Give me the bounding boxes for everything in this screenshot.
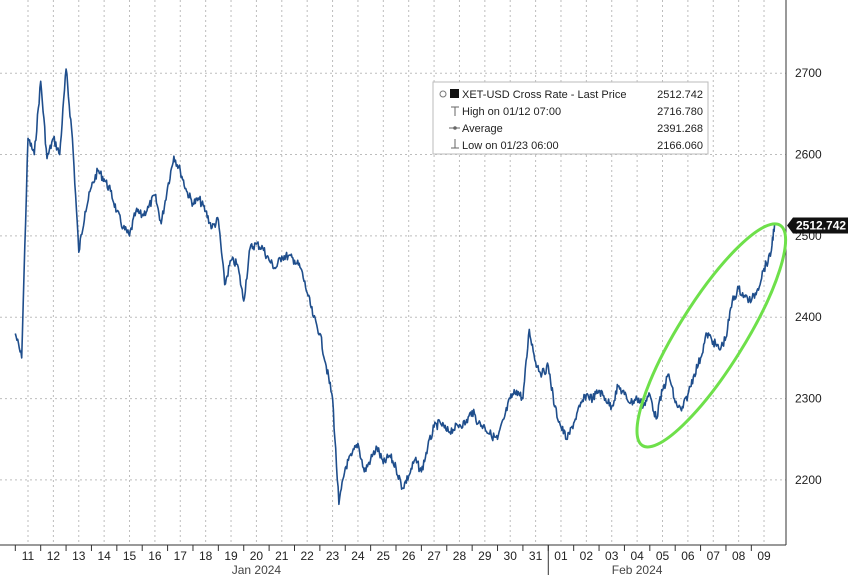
x-tick-label: 20 <box>250 549 264 563</box>
x-tick-label: 06 <box>681 549 695 563</box>
x-tick-label: 18 <box>199 549 213 563</box>
month-label: Feb 2024 <box>612 563 663 576</box>
x-tick-label: 27 <box>427 549 441 563</box>
x-tick-label: 12 <box>47 549 61 563</box>
y-tick-label: 2400 <box>795 310 822 324</box>
legend: XET-USD Cross Rate - Last Price 2512.742… <box>432 81 709 155</box>
legend-series-swatch <box>450 89 459 98</box>
x-tick-label: 29 <box>478 549 492 563</box>
y-tick-label: 2200 <box>795 473 822 487</box>
y-tick-label: 2600 <box>795 148 822 162</box>
x-tick-label: 15 <box>123 549 137 563</box>
legend-row-2-value: 2716.780 <box>657 106 703 118</box>
legend-row-4-value: 2166.060 <box>657 140 703 152</box>
x-tick-label: 23 <box>326 549 340 563</box>
x-tick-label: 09 <box>757 549 771 563</box>
x-tick-label: 05 <box>656 549 670 563</box>
x-tick-label: 13 <box>72 549 86 563</box>
month-label: Jan 2024 <box>232 563 282 576</box>
x-tick-label: 26 <box>402 549 416 563</box>
x-tick-label: 04 <box>630 549 644 563</box>
average-marker-dot <box>453 126 457 130</box>
x-tick-label: 30 <box>504 549 518 563</box>
legend-row-3-label: Average <box>462 123 503 135</box>
x-tick-label: 03 <box>605 549 619 563</box>
x-tick-label: 25 <box>377 549 391 563</box>
legend-row-2-label: High on 01/12 07:00 <box>462 106 561 118</box>
x-tick-label: 24 <box>351 549 365 563</box>
x-tick-label: 28 <box>453 549 467 563</box>
axes <box>0 0 787 575</box>
highlight-ellipse <box>635 222 788 449</box>
last-price-tag-background <box>787 217 848 234</box>
y-tick-label: 2700 <box>795 66 822 80</box>
legend-row-1-label: XET-USD Cross Rate - Last Price <box>462 89 626 101</box>
x-tick-labels: 11 12 13 14 15 16 17 18 19 20 21 22 23 24 25 26 27 28 29 30… <box>22 549 771 563</box>
x-tick-label: 16 <box>148 549 162 563</box>
legend-row-4-label: Low on 01/23 06:00 <box>462 140 559 152</box>
legend-row-3-value: 2391.268 <box>657 123 703 135</box>
x-tick-label: 14 <box>97 549 111 563</box>
last-price-tag: 2512.742 <box>787 217 848 234</box>
y-tick-label: 2300 <box>795 392 822 406</box>
x-tick-label: 21 <box>275 549 289 563</box>
x-tick-label: 22 <box>301 549 315 563</box>
legend-row-1-value: 2512.742 <box>657 89 703 101</box>
x-tick-label: 11 <box>22 549 35 563</box>
legend-box <box>432 81 709 155</box>
x-tick-label: 07 <box>707 549 721 563</box>
series-line <box>14 68 776 506</box>
month-labels: Jan 2024 Feb 2024 <box>232 563 663 576</box>
legend-marker-icon <box>439 90 447 98</box>
x-tick-label: 01 <box>554 549 568 563</box>
last-price-tag-label: 2512.742 <box>796 219 846 233</box>
x-tick-label: 02 <box>580 549 594 563</box>
x-tick-label: 19 <box>224 549 238 563</box>
x-tick-label: 17 <box>174 549 188 563</box>
x-tick-label: 08 <box>732 549 746 563</box>
x-tick-label: 31 <box>529 549 543 563</box>
